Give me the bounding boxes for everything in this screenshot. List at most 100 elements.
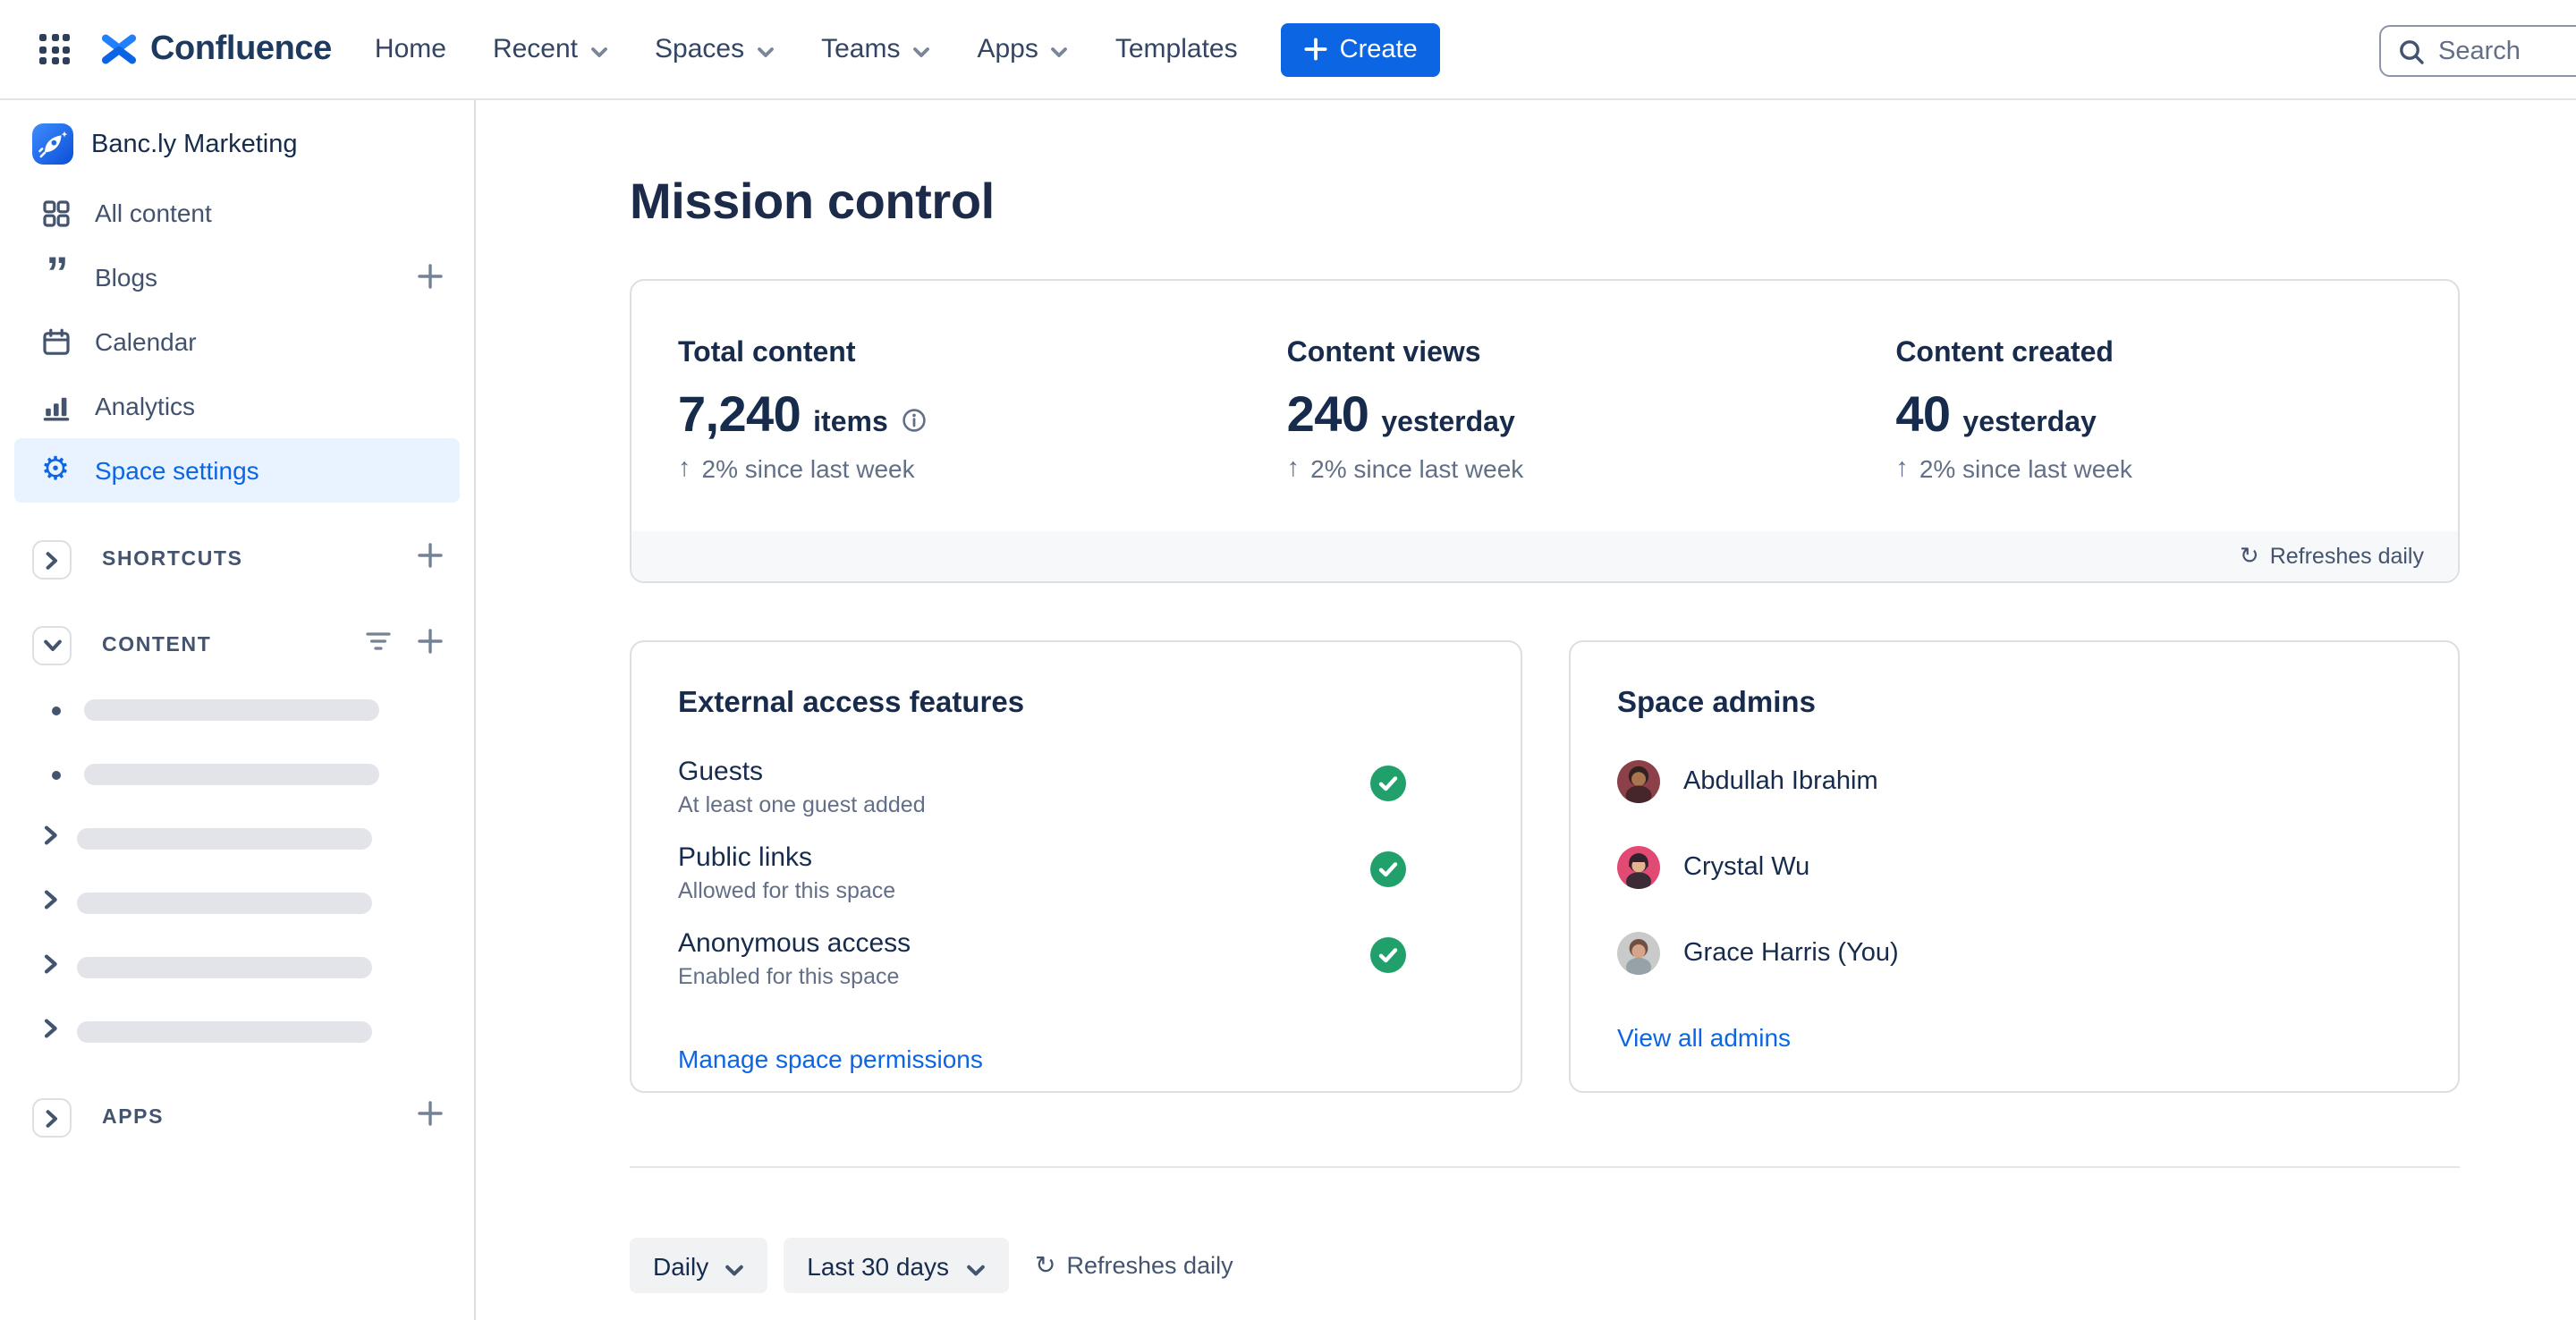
nav-templates[interactable]: Templates (1114, 34, 1238, 64)
stat-content-views: Content views 240 yesterday ↑ 2% since l… (1241, 281, 1850, 581)
space-header[interactable]: Banc.ly Marketing (0, 100, 474, 165)
sidebar-menu: All content ” Blogs Calendar Analytics (0, 181, 474, 503)
chevron-right-icon[interactable] (43, 1016, 59, 1048)
external-access-card: External access features Guests At least… (630, 640, 1522, 1093)
section-content: CONTENT (0, 613, 474, 678)
search-box[interactable] (2379, 25, 2576, 77)
chevron-down-icon (1051, 36, 1069, 66)
refresh-note: ↻ Refreshes daily (2239, 543, 2424, 570)
card-title: External access features (678, 687, 1025, 719)
expand-apps-button[interactable] (32, 1098, 72, 1138)
stats-card: Total content 7,240 items ↑ 2% since las… (630, 279, 2460, 583)
date-range-dropdown[interactable]: Last 30 days (784, 1238, 1009, 1293)
search-input[interactable] (2438, 37, 2576, 65)
stats-footer: ↻ Refreshes daily (631, 531, 2458, 581)
stat-trend: ↑ 2% since last week (678, 454, 915, 483)
chevron-down-icon (43, 639, 61, 651)
chevron-down-icon (912, 36, 930, 66)
product-name: Confluence (150, 30, 332, 67)
skeleton-bar (77, 957, 372, 978)
add-content-icon[interactable] (417, 628, 444, 664)
chevron-down-icon (724, 1253, 744, 1282)
expand-shortcuts-button[interactable] (32, 540, 72, 580)
check-circle-icon (1370, 936, 1406, 981)
trend-up-icon: ↑ (678, 454, 691, 483)
content-skeleton-row (0, 1000, 474, 1064)
admin-row: Abdullah Ibrahim (1617, 760, 2415, 803)
admin-row: Grace Harris (You) (1617, 932, 2415, 975)
chevron-down-icon (757, 36, 775, 66)
stat-label: Content created (1895, 338, 2114, 368)
nav-home[interactable]: Home (374, 34, 446, 64)
section-apps: APPS (0, 1086, 474, 1150)
space-logo (32, 123, 73, 165)
avatar (1617, 846, 1660, 889)
content-skeleton-row (0, 807, 474, 871)
chevron-right-icon[interactable] (43, 887, 59, 919)
add-blog-icon[interactable] (417, 263, 444, 299)
content-skeleton-row (0, 935, 474, 1000)
add-app-icon[interactable] (417, 1100, 444, 1136)
manage-permissions-link[interactable]: Manage space permissions (678, 1045, 983, 1073)
stat-unit: yesterday (1381, 408, 1515, 438)
chevron-down-icon (965, 1253, 985, 1282)
nav-apps[interactable]: Apps (977, 32, 1068, 66)
collapse-content-button[interactable] (32, 626, 72, 665)
quote-icon: ” (46, 249, 69, 299)
space-name: Banc.ly Marketing (91, 130, 298, 158)
sidebar-item-blogs[interactable]: ” Blogs (0, 245, 474, 309)
stat-label: Total content (678, 338, 856, 368)
stat-value: 240 (1286, 386, 1369, 442)
space-sidebar: Banc.ly Marketing All content ” Blogs (0, 100, 476, 1320)
add-shortcut-icon[interactable] (417, 542, 444, 578)
confluence-logo[interactable]: Confluence (100, 30, 332, 69)
stat-total-content: Total content 7,240 items ↑ 2% since las… (631, 281, 1241, 581)
page-title: Mission control (630, 173, 995, 229)
bullet-icon (52, 770, 61, 779)
main-content: Mission control Total content 7,240 item… (630, 100, 2460, 1293)
skeleton-bar (84, 764, 379, 785)
skeleton-bar (84, 699, 379, 721)
skeleton-bar (77, 893, 372, 914)
refresh-note: ↻ Refreshes daily (1035, 1251, 1233, 1280)
search-icon (2397, 37, 2426, 65)
filter-icon[interactable] (365, 630, 392, 662)
chevron-right-icon[interactable] (43, 952, 59, 984)
confluence-mark-icon (100, 30, 138, 68)
refresh-icon: ↻ (1035, 1251, 1056, 1280)
stat-unit: yesterday (1962, 408, 2097, 438)
info-icon[interactable] (902, 408, 928, 442)
skeleton-bar (77, 1021, 372, 1043)
nav-spaces[interactable]: Spaces (655, 32, 775, 66)
create-button[interactable]: Create (1280, 22, 1441, 76)
nav-teams[interactable]: Teams (821, 32, 930, 66)
chevron-down-icon (590, 36, 608, 66)
avatar (1617, 932, 1660, 975)
view-all-admins-link[interactable]: View all admins (1617, 1023, 1792, 1052)
feature-guests: Guests At least one guest added (678, 755, 1478, 819)
sidebar-item-calendar[interactable]: Calendar (0, 309, 474, 374)
stat-unit: items (813, 408, 888, 438)
sidebar-item-space-settings[interactable]: ⚙ Space settings (14, 438, 460, 503)
space-admins-card: Space admins Abdullah Ibrahim (1569, 640, 2460, 1093)
primary-nav: Home Recent Spaces Teams Apps Templates (375, 32, 1284, 66)
avatar (1617, 760, 1660, 803)
app-switcher-icon[interactable] (39, 34, 70, 64)
content-skeleton-row (0, 678, 474, 742)
feature-public-links: Public links Allowed for this space (678, 841, 1478, 905)
analytics-controls: Daily Last 30 days ↻ Refreshes daily (630, 1238, 2460, 1293)
content-skeleton-row (0, 742, 474, 807)
section-shortcuts: SHORTCUTS (0, 528, 474, 592)
sidebar-item-analytics[interactable]: Analytics (0, 374, 474, 438)
check-circle-icon (1370, 765, 1406, 809)
chevron-right-icon[interactable] (43, 823, 59, 855)
sidebar-item-all-content[interactable]: All content (0, 181, 474, 245)
nav-recent[interactable]: Recent (493, 32, 608, 66)
grid-icon (39, 198, 72, 228)
admin-row: Crystal Wu (1617, 846, 2415, 889)
stat-content-created: Content created 40 yesterday ↑ 2% since … (1849, 281, 2458, 581)
granularity-dropdown[interactable]: Daily (630, 1238, 768, 1293)
plus-icon (1304, 38, 1327, 61)
stat-label: Content views (1286, 338, 1481, 368)
